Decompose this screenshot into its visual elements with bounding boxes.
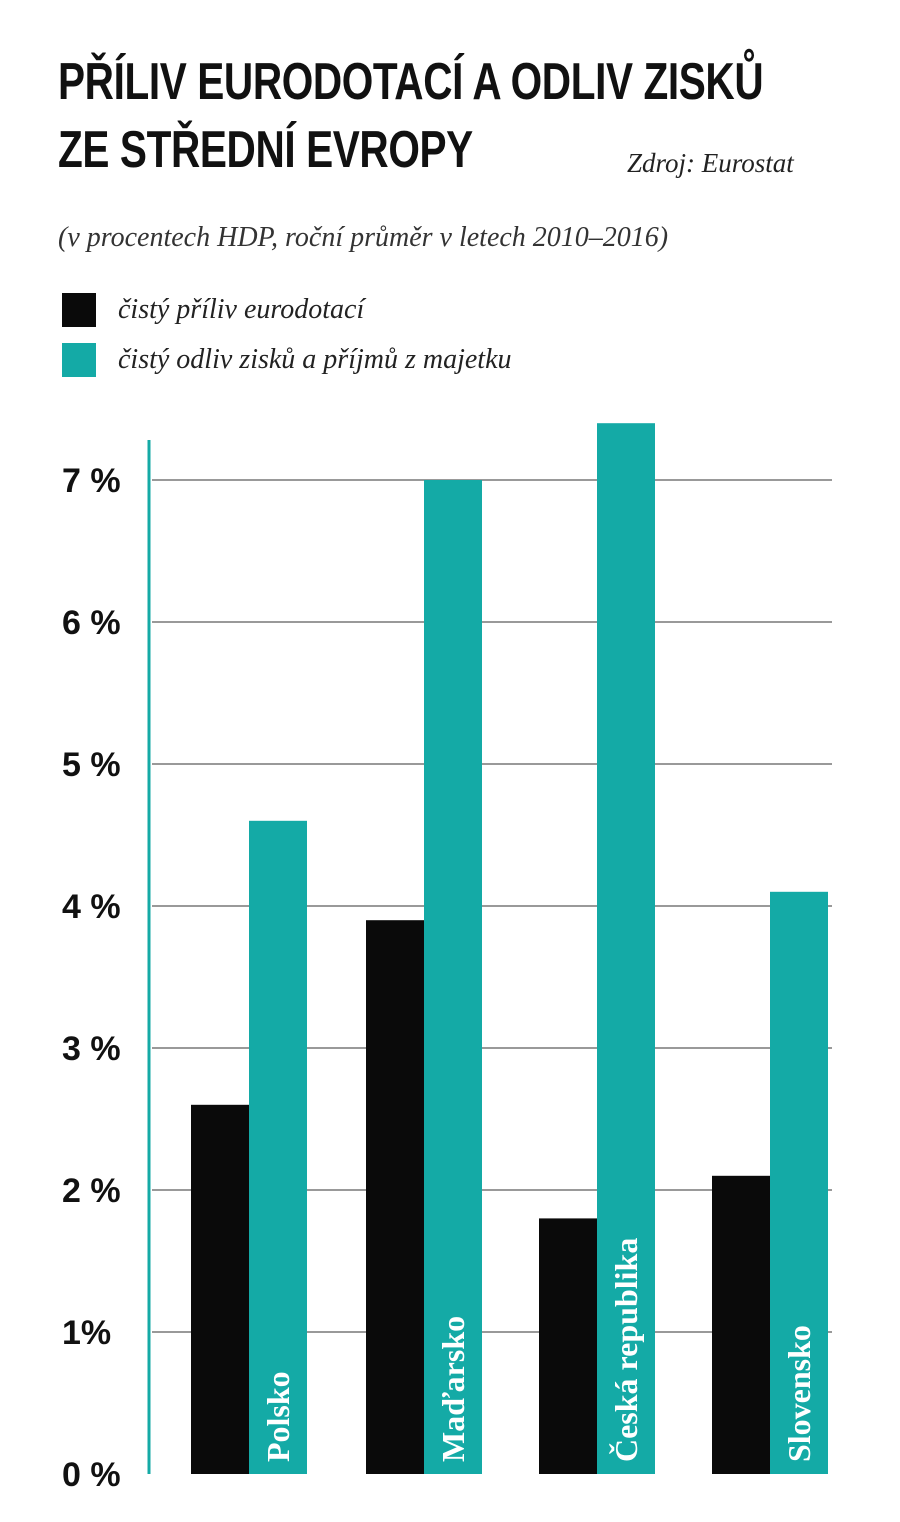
chart-subtitle: (v procentech HDP, roční průměr v letech… — [58, 222, 669, 253]
bar-odliv-1 — [424, 480, 482, 1474]
y-tick-label-0: 0 % — [62, 1456, 121, 1494]
bar-eurodotace-0 — [191, 1104, 249, 1474]
bar-eurodotace-3 — [712, 1175, 770, 1474]
y-tick-label-2: 2 % — [62, 1172, 121, 1210]
bar-odliv-2 — [597, 423, 655, 1475]
bar-eurodotace-1 — [366, 920, 424, 1474]
y-tick-label-6: 6 % — [62, 604, 121, 642]
chart-title-line-2: ZE STŘEDNÍ EVROPY — [58, 121, 473, 179]
bar-odliv-0 — [249, 820, 307, 1474]
chart-title: PŘÍLIV EURODOTACÍ A ODLIV ZISKŮ ZE STŘED… — [58, 48, 764, 184]
y-tick-label-1: 1% — [62, 1314, 111, 1352]
category-label-2: Česká republika — [608, 1238, 644, 1462]
legend-item-eurodotace: čistý příliv eurodotací — [62, 292, 364, 328]
y-tick-label-7: 7 % — [62, 462, 121, 500]
legend-swatch-black — [62, 293, 96, 327]
category-label-1: Maďarsko — [435, 1316, 471, 1462]
legend-label-odliv: čistý odliv zisků a příjmů z majetku — [118, 344, 512, 375]
source-note: Zdroj: Eurostat — [627, 148, 794, 178]
chart-title-line-1: PŘÍLIV EURODOTACÍ A ODLIV ZISKŮ — [58, 53, 764, 111]
category-label-0: Polsko — [260, 1371, 296, 1462]
bar-odliv-3 — [770, 891, 828, 1474]
y-tick-label-3: 3 % — [62, 1030, 121, 1068]
legend-label-eurodotace: čistý příliv eurodotací — [118, 294, 365, 325]
category-label-3: Slovensko — [781, 1325, 817, 1462]
legend-swatch-teal — [62, 343, 96, 377]
y-tick-label-5: 5 % — [62, 746, 121, 784]
y-tick-label-4: 4 % — [62, 888, 121, 926]
legend-item-odliv: čistý odliv zisků a příjmů z majetku — [62, 342, 512, 378]
bar-eurodotace-2 — [539, 1218, 597, 1474]
